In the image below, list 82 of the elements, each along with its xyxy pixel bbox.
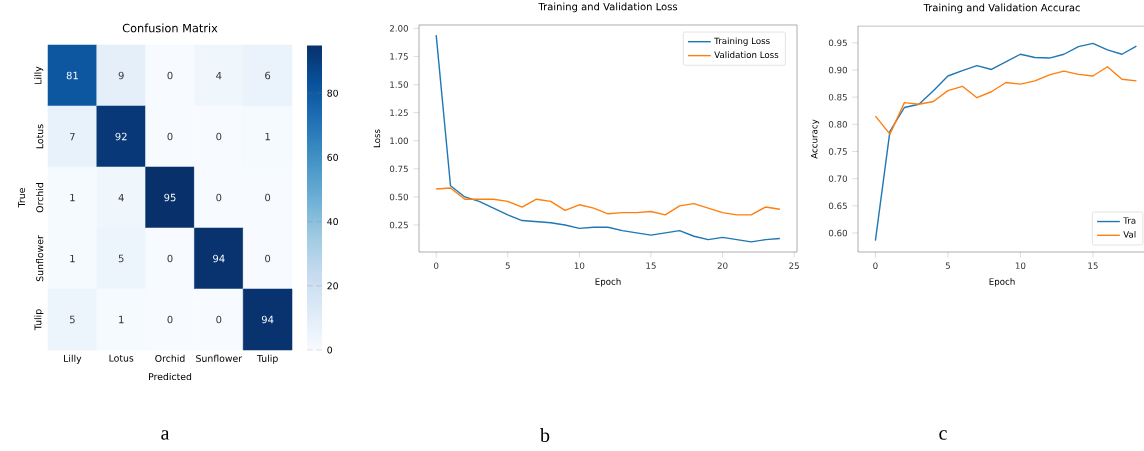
y-tick-label: 1.75 <box>390 53 408 60</box>
x-tick-label: 10 <box>1015 262 1026 269</box>
y-tick-label: 1.50 <box>390 81 409 88</box>
x-axis-title: Epoch <box>595 278 621 287</box>
y-tick-label: 0.50 <box>389 193 409 201</box>
data-label: 0 <box>216 193 222 202</box>
data-label: 0 <box>216 132 222 141</box>
line-series <box>874 66 1138 135</box>
y-tick-label: 2.00 <box>389 25 409 32</box>
data-label: 1 <box>265 132 270 141</box>
data-label: 0 <box>167 254 173 263</box>
x-tick-label: 0 <box>434 262 439 269</box>
y-tick-label: 0.90 <box>828 66 848 74</box>
data-label: 0 <box>265 193 271 202</box>
y-tick-label: Orchid <box>36 183 44 213</box>
y-tick-label: 1.00 <box>390 137 409 145</box>
data-label: 5 <box>70 315 75 324</box>
y-tick-label: 0.75 <box>389 165 408 173</box>
y-tick-label: Tulip <box>34 309 44 331</box>
data-label: 81 <box>66 71 78 80</box>
data-label: 4 <box>216 71 222 80</box>
data-label: 95 <box>164 193 176 202</box>
data-label: 5 <box>118 254 124 263</box>
x-tick-label: Sunflower <box>196 354 243 362</box>
data-label: 0 <box>265 254 271 263</box>
legend-label: Training Loss <box>714 37 770 46</box>
color-bar-label: 40 <box>327 218 338 226</box>
x-tick-label: 20 <box>717 262 728 269</box>
y-tick-label: Lotus <box>36 124 44 149</box>
x-tick-label: 15 <box>1088 262 1098 269</box>
y-tick-label: 0.75 <box>828 148 847 155</box>
data-label: 0 <box>167 315 173 324</box>
x-axis-title: Predicted <box>149 372 192 381</box>
data-label: 9 <box>118 71 124 80</box>
text: c <box>939 430 947 440</box>
color-bar-label: 20 <box>327 282 338 290</box>
y-tick-label: 0.60 <box>828 229 848 237</box>
text: a <box>161 430 170 440</box>
data-label: 0 <box>167 132 173 141</box>
legend-label: Tra <box>1123 217 1136 224</box>
chart-title: Training and Validation Loss <box>538 2 678 13</box>
text: b <box>540 427 550 443</box>
color-bar-label: 60 <box>327 153 338 161</box>
x-tick-label: 25 <box>789 262 799 269</box>
x-tick-label: 15 <box>646 262 656 269</box>
data-label: 1 <box>70 254 75 263</box>
y-tick-label: 0.85 <box>828 93 847 101</box>
data-label: 0 <box>167 71 173 80</box>
x-tick-label: Lotus <box>109 354 134 362</box>
data-label: 1 <box>70 193 75 202</box>
x-tick-label: Lilly <box>64 354 82 364</box>
data-label: 6 <box>265 71 271 80</box>
x-tick-label: 0 <box>873 262 878 269</box>
legend-label: Validation Loss <box>714 51 779 59</box>
x-tick-label: 5 <box>945 262 950 269</box>
y-tick-label: 0.65 <box>828 202 847 210</box>
x-tick-label: 5 <box>505 262 510 269</box>
y-axis-title: Accuracy <box>811 119 820 159</box>
color-bar-label: 80 <box>327 89 338 97</box>
x-tick-label: 10 <box>574 262 585 269</box>
x-tick-label: Tulip <box>256 354 278 364</box>
y-tick-label: 0.95 <box>828 39 847 47</box>
color-bar-label: 0 <box>327 346 333 354</box>
data-label: 92 <box>115 132 127 141</box>
data-label: 94 <box>261 315 274 324</box>
data-label: 94 <box>213 254 225 263</box>
legend-label: Val <box>1123 231 1136 238</box>
x-tick-label: Orchid <box>155 354 185 362</box>
y-tick-label: 0.80 <box>828 121 848 128</box>
data-label: 4 <box>118 193 124 202</box>
data-label: 0 <box>216 315 222 324</box>
y-axis-title: True <box>18 188 26 208</box>
y-tick-label: Lilly <box>34 66 44 84</box>
data-label: 1 <box>119 315 124 324</box>
y-axis-title: Loss <box>373 129 381 148</box>
data-label: 7 <box>70 132 75 141</box>
y-tick-label: 1.25 <box>390 109 408 116</box>
y-tick-label: 0.25 <box>389 221 408 229</box>
x-axis-title: Epoch <box>989 278 1015 287</box>
chart-title: Confusion Matrix <box>122 23 218 33</box>
y-tick-label: 0.70 <box>828 175 848 182</box>
chart-title: Training and Validation Accurac <box>923 3 1080 14</box>
